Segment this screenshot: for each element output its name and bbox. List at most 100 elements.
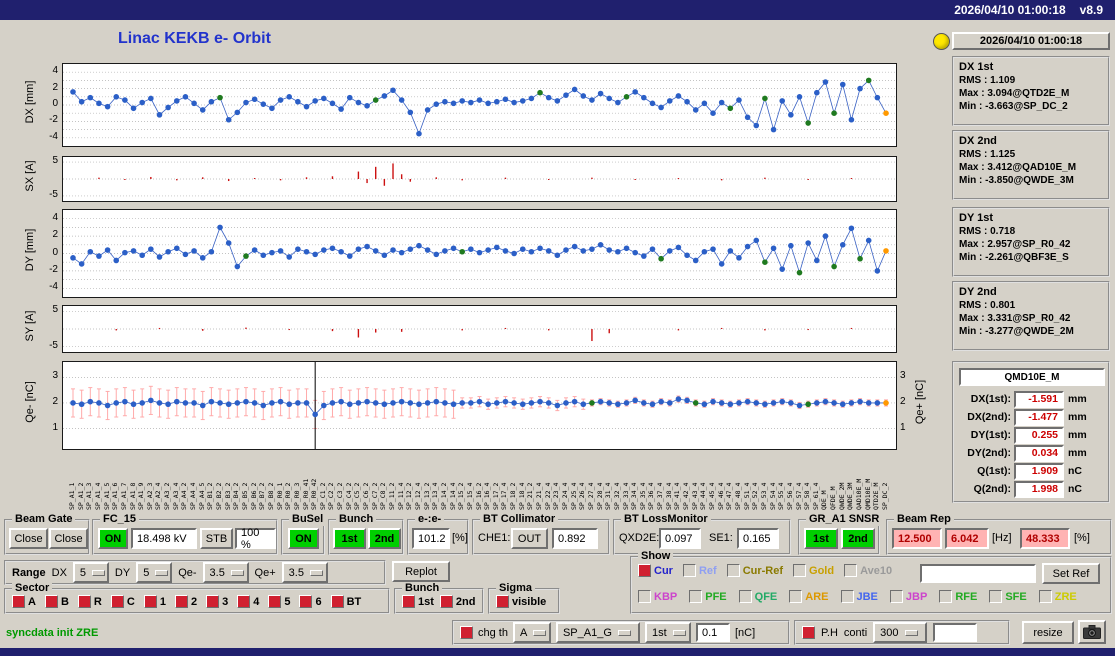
show-toggle-cur[interactable]: Cur <box>638 564 673 577</box>
show-toggle-zre[interactable]: ZRE <box>1038 590 1077 603</box>
set-ref-button[interactable]: Set Ref <box>1042 563 1100 584</box>
fc15-duty-display: 100 % <box>235 527 276 551</box>
sector-toggle-3[interactable]: 3 <box>206 595 228 608</box>
checkbox[interactable] <box>1038 590 1052 603</box>
sector-toggle-1[interactable]: 1 <box>143 595 166 608</box>
fc15-on-button[interactable]: ON <box>98 528 128 549</box>
y-tick-label: 3 <box>900 370 906 382</box>
checkbox[interactable] <box>682 564 696 577</box>
show-toggle-jbp[interactable]: JBP <box>889 590 927 603</box>
show-toggle-pfe[interactable]: PFE <box>689 590 727 603</box>
chg-th-checkbox[interactable] <box>460 626 473 639</box>
interval-select[interactable]: 300 <box>873 622 928 643</box>
checkbox[interactable] <box>77 595 91 608</box>
checkbox[interactable] <box>638 564 651 577</box>
checkbox[interactable] <box>939 590 953 603</box>
checkbox[interactable] <box>174 595 188 608</box>
monitor-panel: P.H conti 300 <box>794 620 1010 645</box>
checkbox[interactable] <box>299 595 313 608</box>
checkbox[interactable] <box>44 595 58 608</box>
checkbox[interactable] <box>793 564 807 577</box>
plot-sx[interactable] <box>62 156 897 202</box>
checkbox[interactable] <box>789 590 803 603</box>
sector-toggle-r[interactable]: R <box>77 595 102 608</box>
threshold-panel: chg th A SP_A1_G 1st 0.1 [nC] <box>452 620 790 645</box>
checkbox[interactable] <box>726 564 740 577</box>
show-toggle-gold[interactable]: Gold <box>793 564 834 577</box>
checkbox[interactable] <box>237 595 251 608</box>
beam-gate-close-2-button[interactable]: Close <box>49 528 88 549</box>
che1-state-button[interactable]: OUT <box>511 528 548 549</box>
checkbox[interactable] <box>402 595 415 608</box>
sigma-toggle-visible[interactable]: visible <box>496 595 546 608</box>
show-toggle-qfe[interactable]: QFE <box>738 590 777 603</box>
plot-qe[interactable] <box>62 361 897 450</box>
sector-toggle-bt[interactable]: BT <box>330 595 361 608</box>
bunch-select[interactable]: 1st <box>644 622 691 643</box>
show-toggle-rfe[interactable]: RFE <box>939 590 977 603</box>
checkbox[interactable] <box>110 595 124 608</box>
sector-toggle-2[interactable]: 2 <box>174 595 197 608</box>
gr-a1-1st-button[interactable]: 1st <box>804 528 838 549</box>
checkbox[interactable] <box>889 590 903 603</box>
sector-toggle-a[interactable]: A <box>12 595 36 608</box>
checkbox[interactable] <box>840 590 854 603</box>
show-toggle-sfe[interactable]: SFE <box>989 590 1027 603</box>
show-toggle-kbp[interactable]: KBP <box>638 590 677 603</box>
group-title: Beam Gate <box>12 513 76 526</box>
plot-dx[interactable] <box>62 63 897 147</box>
busel-on-button[interactable]: ON <box>288 528 319 549</box>
checkbox[interactable] <box>738 590 752 603</box>
bunch-toggle-1st[interactable]: 1st <box>402 595 434 608</box>
replot-button[interactable]: Replot <box>392 561 450 582</box>
checkbox[interactable] <box>989 590 1003 603</box>
checkbox[interactable] <box>638 590 651 603</box>
beam-status-indicator <box>933 33 950 50</box>
sector-toggle-b[interactable]: B <box>44 595 69 608</box>
region-select[interactable]: A <box>512 622 551 643</box>
set-ref-input[interactable] <box>920 564 1036 583</box>
checkbox[interactable] <box>12 595 25 608</box>
qmd-row: DX(1st): -1.591 mm <box>959 390 1107 408</box>
checkbox[interactable] <box>689 590 703 603</box>
x-tick-label: SP_18_4 <box>517 482 526 510</box>
range-qe-minus-select[interactable]: 3.5 <box>202 562 249 583</box>
sector-toggle-5[interactable]: 5 <box>268 595 290 608</box>
x-tick-label: SP_55_4 <box>777 482 786 510</box>
screenshot-button[interactable] <box>1078 620 1106 644</box>
bunch-1st-button[interactable]: 1st <box>333 528 366 549</box>
sector-toggle-c[interactable]: C <box>110 595 135 608</box>
ph-checkbox[interactable] <box>802 626 815 639</box>
label: 5 <box>284 595 291 608</box>
checkbox[interactable] <box>268 595 282 608</box>
gr-a1-2nd-button[interactable]: 2nd <box>841 528 875 549</box>
bunch-toggle-2nd[interactable]: 2nd <box>439 595 475 608</box>
resize-button[interactable]: resize <box>1022 621 1074 644</box>
show-toggle-ref[interactable]: Ref <box>682 564 717 577</box>
range-dy-select[interactable]: 5 <box>136 562 173 583</box>
plot-sy[interactable] <box>62 305 897 353</box>
plot-dy[interactable] <box>62 209 897 298</box>
checkbox[interactable] <box>439 595 453 608</box>
show-toggle-ave10[interactable]: Ave10 <box>844 564 892 577</box>
checkbox[interactable] <box>206 595 220 608</box>
show-toggle-are[interactable]: ARE <box>789 590 829 603</box>
beam-gate-close-1-button[interactable]: Close <box>9 528 48 549</box>
range-qe-plus-select[interactable]: 3.5 <box>281 562 328 583</box>
device-select[interactable]: SP_A1_G <box>555 622 640 643</box>
checkbox[interactable] <box>496 595 509 608</box>
sector-toggle-6[interactable]: 6 <box>299 595 322 608</box>
sector-toggle-4[interactable]: 4 <box>237 595 259 608</box>
show-toggle-cur-ref[interactable]: Cur-Ref <box>726 564 783 577</box>
fc15-stb-button[interactable]: STB <box>200 528 233 549</box>
group-title: Sigma <box>496 582 536 595</box>
checkbox[interactable] <box>330 595 344 608</box>
monitor-input[interactable] <box>933 623 978 642</box>
checkbox[interactable] <box>143 595 157 608</box>
show-toggle-jbe[interactable]: JBE <box>840 590 878 603</box>
stat-rms: RMS : 1.125 <box>959 149 1016 160</box>
checkbox[interactable] <box>844 564 858 577</box>
y-tick-label: -5 <box>49 188 58 200</box>
range-dx-select[interactable]: 5 <box>72 562 109 583</box>
bunch-2nd-button[interactable]: 2nd <box>368 528 401 549</box>
